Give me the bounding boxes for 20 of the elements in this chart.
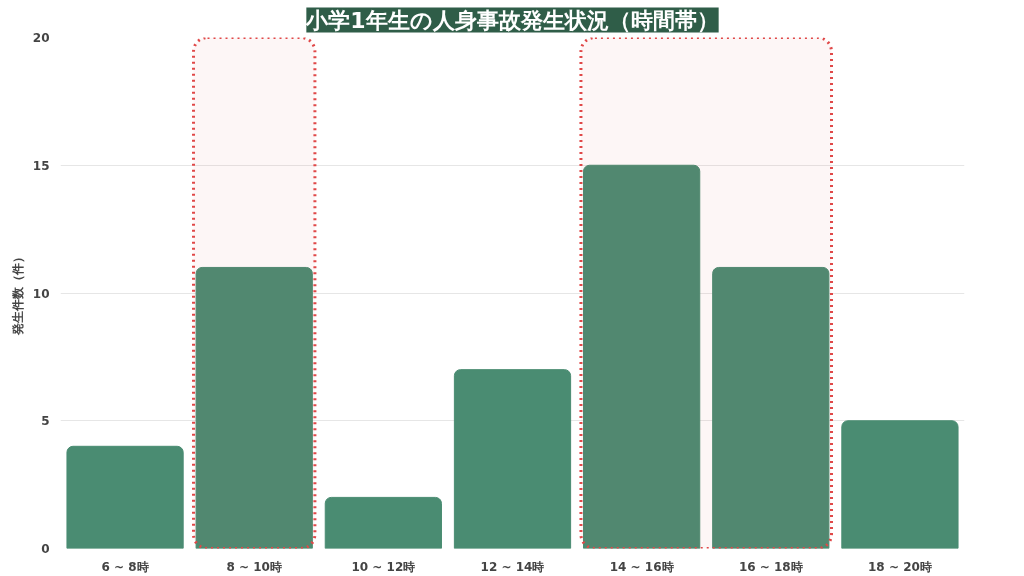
bar [841,420,959,549]
y-tick-label: 15 [32,158,50,173]
x-tick-label: 10 ~ 12時 [351,559,416,574]
x-tick-label: 6 ~ 8時 [101,559,149,574]
y-tick-label: 0 [41,542,50,556]
y-axis-title: 発生件数（件） [10,251,25,336]
chart-title: 小学1年生の人身事故発生状況（時間帯） [305,7,719,33]
y-tick-label: 5 [41,414,50,429]
y-tick-label: 20 [32,31,50,45]
x-tick-label: 16 ~ 18時 [738,559,803,574]
x-tick-label: 18 ~ 20時 [868,559,932,574]
bar [66,445,184,549]
x-tick-label: 14 ~ 16時 [609,559,674,574]
bar [324,496,442,549]
x-tick-label: 8 ~ 10時 [226,559,282,574]
bar [583,164,701,549]
x-tick-label: 12 ~ 14時 [480,559,545,574]
y-tick-label: 10 [32,286,50,301]
bar [453,369,572,549]
bar [712,266,830,549]
